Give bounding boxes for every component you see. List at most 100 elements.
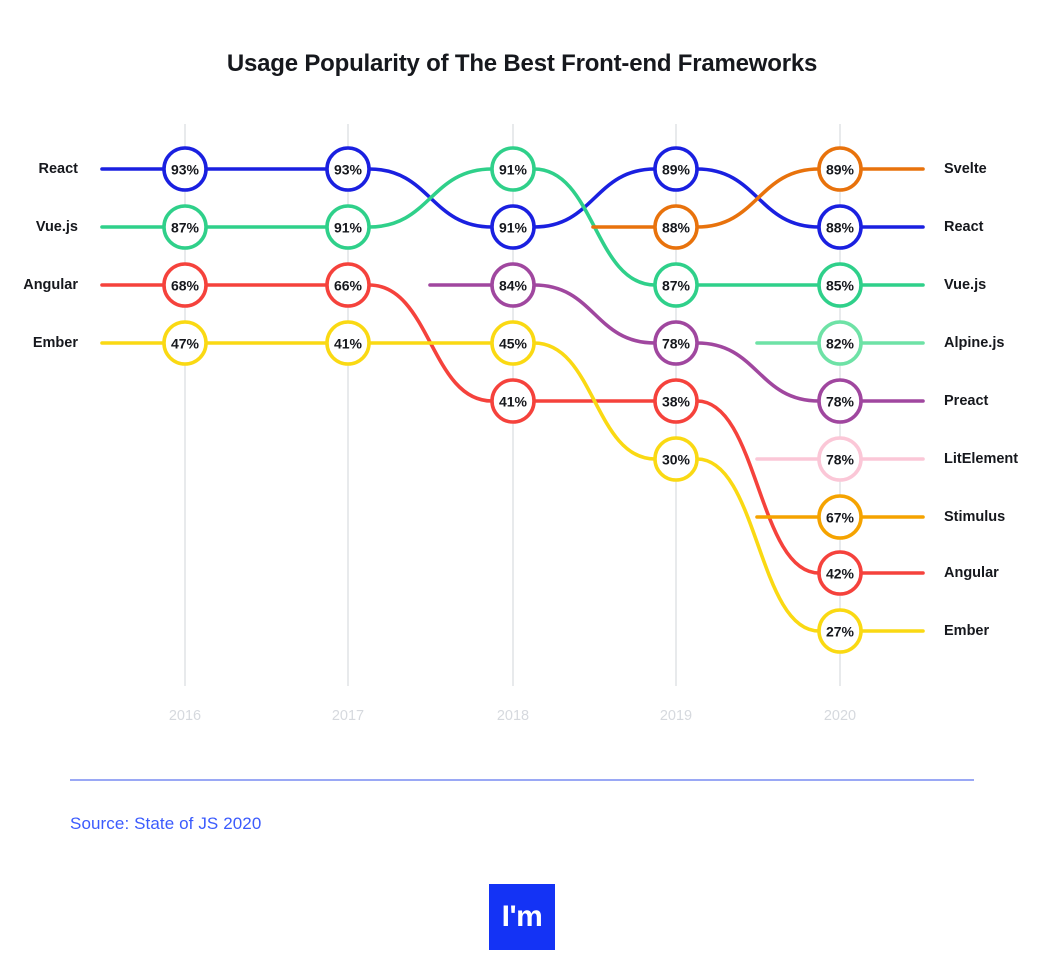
data-node-angular-2020[interactable]: 42% <box>817 550 863 596</box>
data-node-ember-2018[interactable]: 45% <box>490 320 536 366</box>
node-value-label: 93% <box>334 162 363 178</box>
data-node-react-2020[interactable]: 88% <box>817 204 863 250</box>
node-value-label: 67% <box>826 510 855 526</box>
data-node-ember-2019[interactable]: 30% <box>653 436 699 482</box>
left-label-angular: Angular <box>23 277 78 293</box>
series-segment-svelte-2019-2020 <box>695 167 821 229</box>
node-value-label: 66% <box>334 278 363 294</box>
data-node-preact-2018[interactable]: 84% <box>490 262 536 308</box>
data-node-angular-2016[interactable]: 68% <box>162 262 208 308</box>
node-circle <box>325 262 371 308</box>
data-node-angular-2018[interactable]: 41% <box>490 378 536 424</box>
node-value-label: 38% <box>662 394 691 410</box>
node-value-label: 78% <box>826 452 855 468</box>
node-circle <box>817 204 863 250</box>
year-label-2019: 2019 <box>660 708 692 724</box>
node-circle <box>162 320 208 366</box>
right-label-angular: Angular <box>944 565 999 581</box>
series-segment-preact-2019-2020 <box>695 341 821 403</box>
node-value-label: 91% <box>499 220 528 236</box>
data-node-svelte-2020[interactable]: 89% <box>817 146 863 192</box>
node-value-label: 88% <box>662 220 691 236</box>
data-node-stimulus-2020[interactable]: 67% <box>817 494 863 540</box>
node-circle <box>653 378 699 424</box>
series-side-labels: React React Vue.js Vue.js Angular Angular Embe… <box>23 161 1018 639</box>
series-segment-ember-2018-2019 <box>532 341 657 461</box>
data-node-vuejs-2016[interactable]: 87% <box>162 204 208 250</box>
node-circle <box>653 146 699 192</box>
data-node-alpinejs-2020[interactable]: 82% <box>817 320 863 366</box>
node-circle <box>490 146 536 192</box>
data-node-angular-2019[interactable]: 38% <box>653 378 699 424</box>
data-node-react-2017[interactable]: 93% <box>325 146 371 192</box>
node-value-label: 87% <box>662 278 691 294</box>
node-value-label: 93% <box>171 162 200 178</box>
node-circle <box>490 204 536 250</box>
series-segment-angular-2019-2020 <box>695 399 821 575</box>
node-circle <box>817 320 863 366</box>
node-circle <box>162 262 208 308</box>
node-value-label: 91% <box>334 220 363 236</box>
data-node-vuejs-2018[interactable]: 91% <box>490 146 536 192</box>
node-circle <box>653 320 699 366</box>
data-node-react-2018[interactable]: 91% <box>490 204 536 250</box>
page-title: Usage Popularity of The Best Front-end F… <box>226 50 818 77</box>
node-circle <box>817 436 863 482</box>
data-node-vuejs-2017[interactable]: 91% <box>325 204 371 250</box>
node-circle <box>162 204 208 250</box>
node-circle <box>653 262 699 308</box>
left-label-react: React <box>39 161 79 177</box>
data-node-vuejs-2020[interactable]: 85% <box>817 262 863 308</box>
data-node-svelte-2019[interactable]: 88% <box>653 204 699 250</box>
node-circle <box>162 146 208 192</box>
right-label-alpinejs: Alpine.js <box>944 335 1004 351</box>
year-label-2020: 2020 <box>824 708 856 724</box>
data-node-ember-2020[interactable]: 27% <box>817 608 863 654</box>
data-node-litelement-2020[interactable]: 78% <box>817 436 863 482</box>
node-value-label: 47% <box>171 336 200 352</box>
node-value-label: 87% <box>171 220 200 236</box>
data-node-preact-2019[interactable]: 78% <box>653 320 699 366</box>
right-label-preact: Preact <box>944 393 989 409</box>
node-circle <box>490 320 536 366</box>
left-label-vuejs: Vue.js <box>36 219 78 235</box>
right-label-ember: Ember <box>944 623 989 639</box>
series-lines <box>100 167 925 633</box>
node-value-label: 27% <box>826 624 855 640</box>
data-node-react-2019[interactable]: 89% <box>653 146 699 192</box>
series-segment-preact-2018-2019 <box>532 283 657 345</box>
brand-logo: I'm <box>489 884 555 950</box>
data-node-react-2016[interactable]: 93% <box>162 146 208 192</box>
data-node-ember-2017[interactable]: 41% <box>325 320 371 366</box>
node-value-label: 42% <box>826 566 855 582</box>
node-value-label: 84% <box>499 278 528 294</box>
data-node-angular-2017[interactable]: 66% <box>325 262 371 308</box>
data-node-preact-2020[interactable]: 78% <box>817 378 863 424</box>
node-circle <box>490 378 536 424</box>
year-axis-labels: 2016 2017 2018 2019 2020 <box>169 708 856 724</box>
year-label-2016: 2016 <box>169 708 201 724</box>
node-value-label: 41% <box>499 394 528 410</box>
series-nodes: 93% 93% 91% 89% 88% 87% 91% 91% 87% 85% 68% 66% 41% 3… <box>162 146 863 654</box>
node-circle <box>817 146 863 192</box>
node-value-label: 68% <box>171 278 200 294</box>
right-label-react: React <box>944 219 984 235</box>
node-value-label: 89% <box>826 162 855 178</box>
data-node-vuejs-2019[interactable]: 87% <box>653 262 699 308</box>
node-value-label: 89% <box>662 162 691 178</box>
right-label-stimulus: Stimulus <box>944 509 1005 525</box>
node-value-label: 30% <box>662 452 691 468</box>
node-value-label: 91% <box>499 162 528 178</box>
series-segment-ember-2019-2020 <box>695 457 821 633</box>
node-value-label: 85% <box>826 278 855 294</box>
node-value-label: 82% <box>826 336 855 352</box>
node-circle <box>325 320 371 366</box>
node-circle <box>653 204 699 250</box>
node-circle <box>817 494 863 540</box>
left-label-ember: Ember <box>33 335 78 351</box>
node-value-label: 78% <box>826 394 855 410</box>
year-label-2018: 2018 <box>497 708 529 724</box>
data-node-ember-2016[interactable]: 47% <box>162 320 208 366</box>
